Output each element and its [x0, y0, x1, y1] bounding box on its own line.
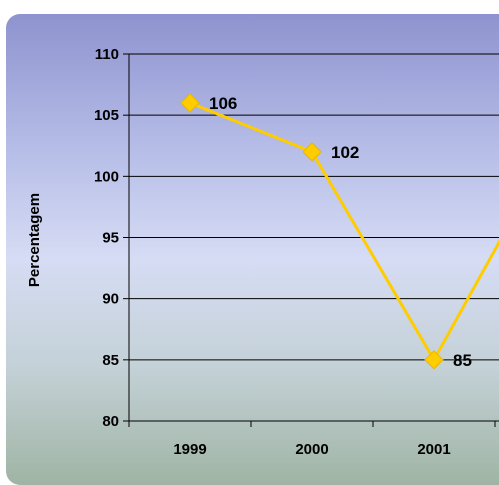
x-tick-label: 1999 [173, 441, 206, 458]
data-label: 106 [209, 94, 237, 113]
data-label: 102 [331, 143, 359, 162]
y-tick-label: 80 [102, 413, 119, 430]
axes [123, 53, 499, 427]
data-markers [180, 93, 444, 370]
y-axis-label: Percentagem [26, 193, 43, 287]
data-point-marker [180, 93, 200, 113]
grid-lines [129, 53, 499, 361]
data-label: 85 [453, 351, 472, 370]
chart-background [6, 14, 499, 485]
data-point-marker [424, 350, 444, 370]
x-tick-labels: 1999200020012002 [173, 441, 450, 458]
data-labels: 10610285103 [209, 94, 472, 370]
data-point-marker [302, 142, 322, 162]
y-tick-label: 85 [102, 352, 119, 369]
y-tick-label: 100 [94, 168, 119, 185]
y-tick-labels: 80 85 90 95 100 105 110 [94, 46, 119, 430]
x-tick-label: 2001 [417, 441, 450, 458]
y-tick-label: 95 [102, 230, 119, 247]
series-line-path [189, 101, 499, 362]
series-line [189, 101, 499, 362]
y-tick-label: 105 [94, 107, 119, 124]
y-tick-label: 110 [95, 46, 119, 63]
y-tick-label: 90 [102, 291, 119, 308]
x-tick-label: 2000 [295, 441, 328, 458]
